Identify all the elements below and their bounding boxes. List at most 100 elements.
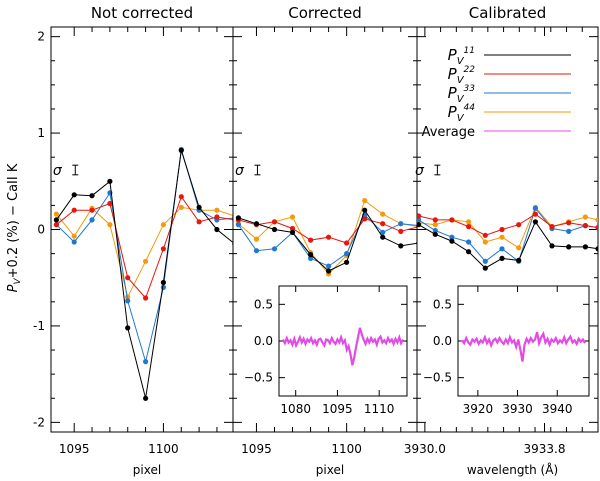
data-point-P11 (432, 231, 438, 237)
inset-x-tick-label: 1080 (280, 402, 311, 416)
data-point-P22 (380, 221, 386, 227)
data-point-P44 (380, 211, 386, 217)
data-point-P33 (532, 205, 539, 211)
data-point-P44 (432, 222, 438, 228)
data-point-P22 (449, 217, 455, 223)
inset-y-tick-label: 0.5 (433, 297, 452, 311)
data-point-P11 (499, 255, 505, 261)
inset-x-tick-label: 1110 (364, 402, 395, 416)
inset-y-tick-label: 0.0 (254, 334, 273, 348)
data-point-P11 (398, 243, 404, 249)
inset-average-line (282, 327, 404, 366)
data-point-P44 (499, 234, 505, 240)
data-point-P22 (125, 275, 131, 281)
data-point-P33 (125, 298, 131, 304)
series-line-P33 (418, 207, 598, 263)
inset-y-tick-label: 0.5 (254, 297, 273, 311)
data-point-P11 (362, 207, 368, 213)
data-point-P22 (271, 219, 278, 225)
inset: 1080 1095 1110 −0.5 0.0 0.5 (244, 285, 408, 416)
y-tick-label: -2 (33, 415, 45, 429)
data-point-P33 (344, 251, 350, 257)
series-line-P44 (418, 206, 598, 249)
data-point-P11 (125, 325, 131, 331)
data-point-P33 (482, 258, 488, 264)
data-point-P11 (344, 259, 350, 265)
y-tick-label: 2 (37, 30, 45, 44)
data-point-P22 (549, 224, 555, 230)
data-point-P44 (107, 222, 113, 228)
legend-entry-P11: PV11 (448, 46, 571, 67)
data-point-P22 (89, 207, 95, 213)
legend-label: PV33 (448, 84, 476, 105)
legend-label: PV44 (448, 103, 476, 124)
data-point-P22 (582, 223, 589, 229)
data-point-P22 (398, 228, 404, 234)
legend-entry-P22: PV22 (448, 65, 571, 86)
data-point-P11 (549, 243, 555, 249)
data-point-P44 (143, 258, 149, 264)
legend-entry-Average: Average (422, 125, 571, 140)
inset-y-tick-label: −0.5 (423, 371, 452, 385)
data-point-P22 (71, 207, 77, 213)
data-point-P33 (398, 221, 404, 227)
data-point-P22 (595, 225, 598, 231)
data-point-P44 (214, 207, 220, 213)
data-point-P11 (516, 257, 522, 263)
x-tick-label: 1100 (148, 442, 179, 456)
data-point-P33 (326, 263, 332, 269)
data-point-P11 (308, 252, 314, 258)
data-point-P44 (362, 198, 368, 204)
data-point-P11 (566, 244, 572, 250)
data-point-P11 (595, 246, 598, 252)
x-tick-label: 3933.8 (523, 442, 565, 456)
data-point-P33 (466, 239, 472, 245)
data-point-P11 (532, 219, 539, 225)
data-point-P44 (516, 245, 522, 251)
data-point-P11 (449, 238, 455, 244)
inset-x-tick-label: 3920 (463, 402, 494, 416)
x-tick-label: 1100 (331, 442, 362, 456)
legend-entry-P33: PV33 (448, 84, 571, 105)
inset-y-tick-label: −0.5 (244, 371, 273, 385)
data-point-P11 (178, 147, 184, 153)
data-point-P11 (214, 226, 220, 233)
data-point-P22 (566, 220, 572, 226)
data-point-P22 (53, 222, 60, 228)
data-point-P11 (53, 217, 60, 223)
y-tick-label: 1 (37, 126, 45, 140)
panel-title: Not corrected (91, 4, 193, 22)
data-point-P33 (499, 246, 505, 252)
x-tick-label: 1095 (59, 442, 90, 456)
panel-3: Calibrated wavelength (Å) 3930.0 3933.8 σ 392… (404, 4, 599, 477)
data-point-P11 (289, 229, 296, 235)
data-point-P22 (214, 214, 220, 220)
data-point-P11 (143, 395, 149, 401)
data-point-P22 (516, 222, 522, 228)
legend-label: PV11 (448, 46, 475, 67)
data-point-P33 (235, 222, 241, 228)
data-point-P22 (432, 217, 438, 223)
data-point-P33 (71, 239, 77, 245)
inset-x-tick-label: 1095 (322, 402, 353, 416)
panel-title: Corrected (288, 4, 362, 22)
data-point-P11 (326, 268, 332, 274)
data-point-P11 (417, 222, 422, 228)
data-point-P44 (595, 217, 598, 223)
inset-x-tick-label: 3930 (502, 402, 533, 416)
data-point-P11 (89, 193, 95, 199)
data-point-P33 (566, 228, 572, 234)
series-line-P11 (418, 220, 598, 269)
data-point-P11 (160, 279, 166, 286)
data-point-P44 (160, 222, 166, 228)
data-point-P33 (380, 229, 386, 235)
data-point-P22 (143, 295, 149, 301)
data-point-P44 (289, 214, 296, 220)
data-point-P11 (271, 226, 278, 233)
data-point-P22 (308, 237, 314, 243)
data-point-P33 (449, 234, 455, 240)
data-point-P22 (326, 234, 332, 240)
